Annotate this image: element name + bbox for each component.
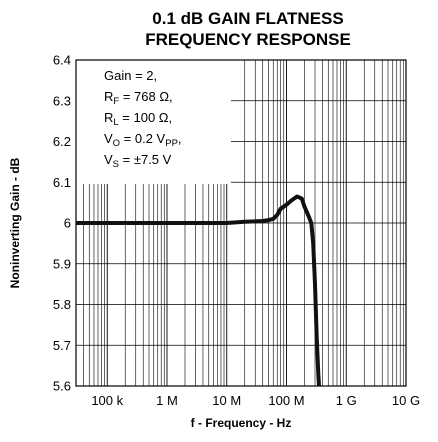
chart-title-line-2: FREQUENCY RESPONSE [145, 30, 351, 49]
y-tick-label: 5.8 [53, 297, 71, 312]
chart-title-line-1: 0.1 dB GAIN FLATNESS [152, 9, 343, 28]
y-tick-label: 6.3 [53, 93, 71, 108]
y-tick-labels: 5.6 5.7 5.8 5.9 6 6.1 6.2 6.3 6.4 [53, 53, 71, 394]
legend-box [76, 60, 231, 184]
legend-entry: VS = ±7.5 V [104, 152, 172, 170]
x-tick-label: 10 G [392, 393, 420, 408]
x-tick-label: 1 M [156, 393, 178, 408]
x-tick-labels: 100 k 1 M 10 M 100 M 1 G 10 G [91, 393, 420, 408]
y-tick-label: 6.1 [53, 175, 71, 190]
x-tick-label: 100 k [91, 393, 123, 408]
x-tick-label: 10 M [212, 393, 241, 408]
x-tick-label: 100 M [268, 393, 304, 408]
y-tick-label: 5.6 [53, 379, 71, 394]
legend-entry: RL = 100 Ω, [104, 110, 172, 128]
legend-entry: Gain = 2, [104, 68, 157, 83]
y-axis-label: Noninverting Gain - dB [8, 157, 22, 288]
y-tick-label: 5.9 [53, 256, 71, 271]
x-tick-label: 1 G [336, 393, 357, 408]
x-axis-label: f - Frequency - Hz [191, 416, 292, 430]
y-tick-label: 5.7 [53, 338, 71, 353]
legend-entry: VO = 0.2 VPP, [104, 131, 182, 149]
legend-entry: RF = 768 Ω, [104, 89, 173, 107]
y-tick-label: 6.2 [53, 134, 71, 149]
y-tick-label: 6.4 [53, 53, 71, 68]
legend: Gain = 2, RF = 768 Ω, RL = 100 Ω, VO = 0.2 … [104, 68, 182, 170]
series-line [76, 194, 321, 387]
y-tick-label: 6 [64, 216, 71, 231]
